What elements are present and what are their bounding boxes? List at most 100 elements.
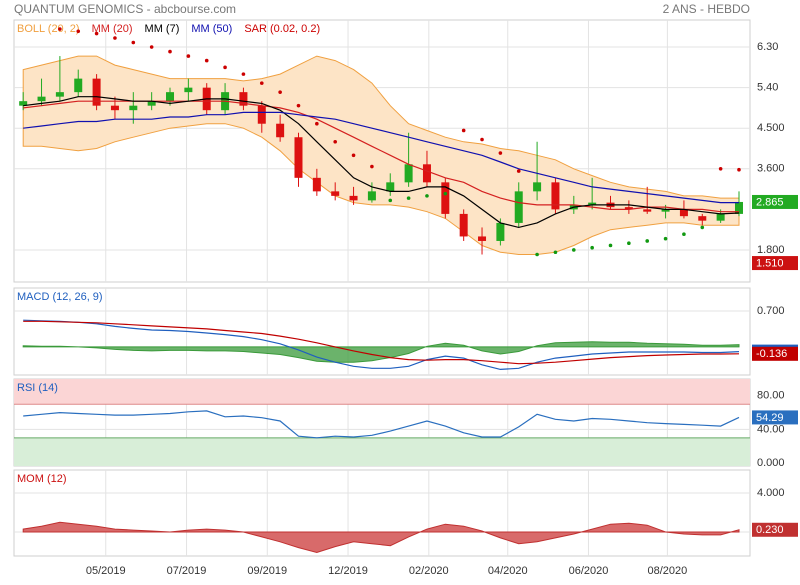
panel-name: RSI (14) — [17, 382, 58, 394]
panel-frame — [13, 287, 751, 376]
candle-body — [496, 222, 505, 241]
sar-dot — [186, 54, 191, 58]
value-tag-box — [752, 256, 798, 271]
y-tick-label: 1.800 — [757, 244, 785, 256]
sar-dot — [278, 90, 282, 94]
candle-body — [459, 213, 468, 237]
sar-dot — [76, 29, 81, 34]
candle-body — [478, 236, 487, 241]
candle-body — [294, 137, 303, 178]
sar-dot — [94, 31, 99, 36]
y-tick-label: 5.40 — [757, 82, 778, 94]
candle-body — [716, 213, 725, 221]
candle-body — [110, 105, 119, 111]
rsi-line — [23, 410, 740, 439]
candle-body — [19, 101, 28, 106]
candle-body — [386, 182, 395, 192]
candle-body — [166, 92, 175, 102]
y-tick-label: 40.00 — [757, 423, 785, 435]
sar-dot — [498, 151, 503, 155]
sar-dot — [168, 49, 172, 54]
value-tag: 54.29 — [756, 412, 784, 424]
sar-dot — [572, 248, 576, 252]
x-tick-label: 07/2019 — [167, 565, 207, 577]
value-tag-box — [752, 522, 798, 537]
sar-dot — [370, 164, 374, 169]
sar-dot — [480, 137, 484, 142]
candle-body — [239, 92, 248, 106]
chart-subtitle: 2 ANS - HEBDO — [663, 2, 750, 16]
macd-line — [23, 319, 740, 371]
y-tick-label: 6.30 — [757, 41, 778, 53]
candle-body — [276, 123, 285, 138]
sar-dot — [333, 139, 337, 144]
panel-name: MACD (12, 26, 9) — [17, 291, 103, 303]
sar-dot — [315, 121, 319, 126]
candle-body — [661, 209, 670, 212]
value-tag: -0.136 — [756, 348, 787, 360]
x-tick-label: 05/2019 — [86, 565, 126, 577]
y-tick-label: 4.500 — [757, 122, 785, 134]
y-tick-label: 4.000 — [757, 487, 785, 499]
sar-dot — [406, 196, 411, 200]
sar-dot — [700, 225, 705, 230]
sar-dot — [296, 103, 301, 108]
chart-title: QUANTUM GENOMICS - abcbourse.com — [14, 2, 236, 16]
sar-dot — [461, 128, 466, 133]
sar-dot — [113, 36, 117, 40]
candle-body — [551, 182, 560, 210]
sar-dot — [627, 241, 631, 246]
candle-body — [37, 96, 46, 102]
candle-body — [257, 105, 266, 124]
candle-body — [588, 202, 597, 205]
sar-dot — [718, 167, 723, 171]
candle-body — [679, 209, 688, 217]
candle-body — [184, 87, 193, 93]
x-tick-label: 09/2019 — [247, 565, 287, 577]
candle-body — [312, 177, 321, 192]
sar-dot — [241, 72, 246, 76]
x-tick-label: 02/2020 — [409, 565, 449, 577]
y-tick-label: 3.600 — [757, 163, 785, 175]
sar-dot — [553, 250, 558, 255]
momentum-area — [22, 521, 740, 554]
sar-dot — [737, 167, 741, 172]
moving-average-line — [23, 96, 740, 229]
sar-dot — [223, 65, 227, 70]
sar-dot — [351, 153, 356, 158]
legend-entry: MM (7) — [145, 23, 180, 35]
candle-body — [624, 207, 633, 210]
sar-dot — [682, 232, 686, 236]
y-tick-label: 0.000 — [757, 457, 785, 469]
sar-dot — [388, 198, 393, 203]
candle-body — [55, 92, 64, 97]
candle-body — [92, 78, 101, 106]
legend-entry: MM (50) — [191, 23, 232, 35]
overbought-zone — [14, 379, 750, 405]
sar-dot — [443, 191, 448, 196]
sar-dot — [645, 239, 650, 243]
moving-average-line — [23, 111, 739, 204]
value-tag: 2.865 — [756, 196, 784, 208]
x-tick-label: 12/2019 — [328, 565, 368, 577]
x-tick-label: 04/2020 — [488, 565, 528, 577]
candle-body — [147, 101, 156, 106]
legend-entry: SAR (0.02, 0.2) — [244, 23, 320, 35]
y-tick-label: 80.00 — [757, 390, 785, 402]
value-tag: 1.510 — [756, 257, 784, 269]
sar-dot — [608, 243, 613, 248]
candle-body — [74, 78, 83, 93]
candle-body — [404, 164, 413, 183]
x-tick-label: 08/2020 — [648, 565, 688, 577]
candle-body — [734, 201, 743, 214]
candle-body — [514, 191, 523, 223]
legend-entry: BOLL (20, 2) — [17, 23, 80, 35]
sar-dot — [149, 45, 154, 49]
value-tag-box — [752, 410, 798, 425]
value-tag-box — [752, 346, 798, 361]
y-tick-label: 0.700 — [757, 305, 785, 317]
value-tag: 0.230 — [756, 524, 784, 536]
sar-dot — [204, 58, 209, 63]
candle-body — [698, 216, 707, 221]
